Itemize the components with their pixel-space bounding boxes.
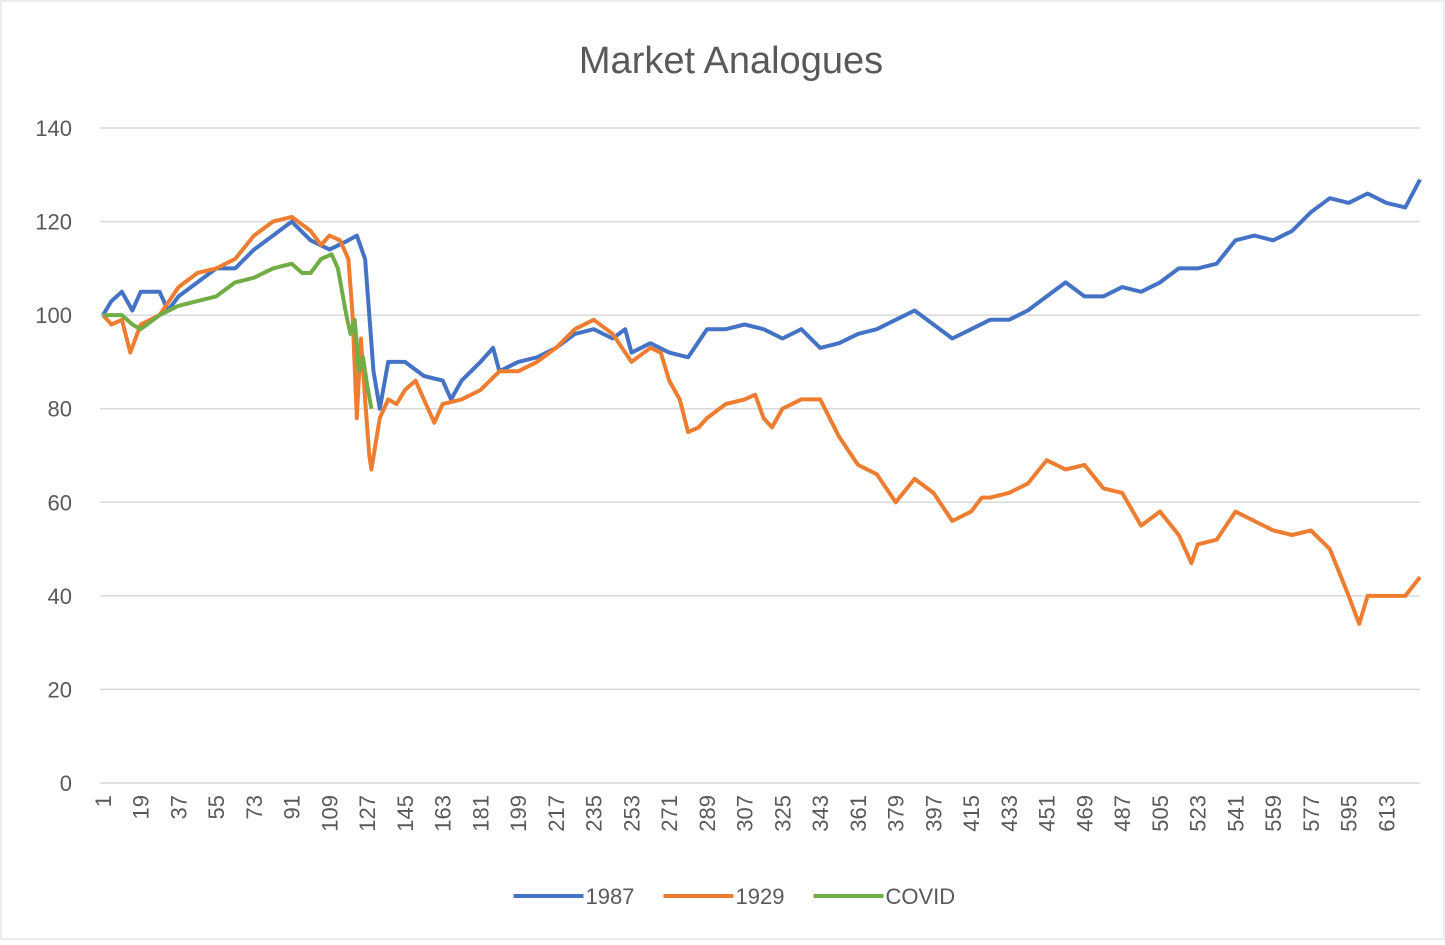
- y-tick-label: 120: [35, 210, 72, 235]
- x-tick-label: 469: [1072, 795, 1097, 832]
- x-tick-label: 397: [921, 795, 946, 832]
- x-tick-label: 541: [1223, 795, 1248, 832]
- x-tick-label: 127: [355, 795, 380, 832]
- y-tick-label: 60: [48, 490, 72, 515]
- x-tick-label: 433: [997, 795, 1022, 832]
- x-tick-label: 109: [317, 795, 342, 832]
- series-line: [101, 214, 1422, 626]
- x-tick-label: 289: [695, 795, 720, 832]
- x-tick-label: 235: [582, 795, 607, 832]
- x-tick-label: 55: [204, 795, 229, 819]
- y-tick-label: 40: [48, 584, 72, 609]
- y-tick-label: 20: [48, 677, 72, 702]
- y-tick-label: 0: [60, 771, 72, 796]
- x-tick-label: 595: [1337, 795, 1362, 832]
- y-tick-label: 140: [35, 116, 72, 141]
- x-tick-label: 577: [1299, 795, 1324, 832]
- series-line: [103, 252, 374, 410]
- x-tick-label: 19: [129, 795, 154, 819]
- x-tick-label: 37: [166, 795, 191, 819]
- x-tick-label: 145: [393, 795, 418, 832]
- x-tick-label: 307: [733, 795, 758, 832]
- x-tick-label: 181: [468, 795, 493, 832]
- chart-title: Market Analogues: [579, 40, 883, 82]
- x-tick-label: 613: [1374, 795, 1399, 832]
- x-tick-label: 379: [884, 795, 909, 832]
- x-tick-label: 505: [1148, 795, 1173, 832]
- x-tick-label: 487: [1110, 795, 1135, 832]
- x-tick-label: 253: [619, 795, 644, 832]
- series-line: [101, 178, 1422, 411]
- x-tick-label: 271: [657, 795, 682, 832]
- x-tick-label: 325: [770, 795, 795, 832]
- x-tick-label: 361: [846, 795, 871, 832]
- legend-label: 1987: [586, 884, 635, 909]
- x-tick-label: 73: [242, 795, 267, 819]
- x-tick-label: 523: [1186, 795, 1211, 832]
- x-tick-label: 415: [959, 795, 984, 832]
- x-tick-label: 451: [1035, 795, 1060, 832]
- x-tick-label: 199: [506, 795, 531, 832]
- legend-label: 1929: [736, 884, 785, 909]
- x-tick-label: 163: [431, 795, 456, 832]
- x-tick-label: 1: [91, 795, 116, 807]
- y-tick-label: 80: [48, 397, 72, 422]
- x-tick-label: 91: [280, 795, 305, 819]
- x-tick-label: 559: [1261, 795, 1286, 832]
- x-tick-label: 343: [808, 795, 833, 832]
- x-tick-label: 217: [544, 795, 569, 832]
- legend-label: COVID: [886, 884, 956, 909]
- y-tick-label: 100: [35, 303, 72, 328]
